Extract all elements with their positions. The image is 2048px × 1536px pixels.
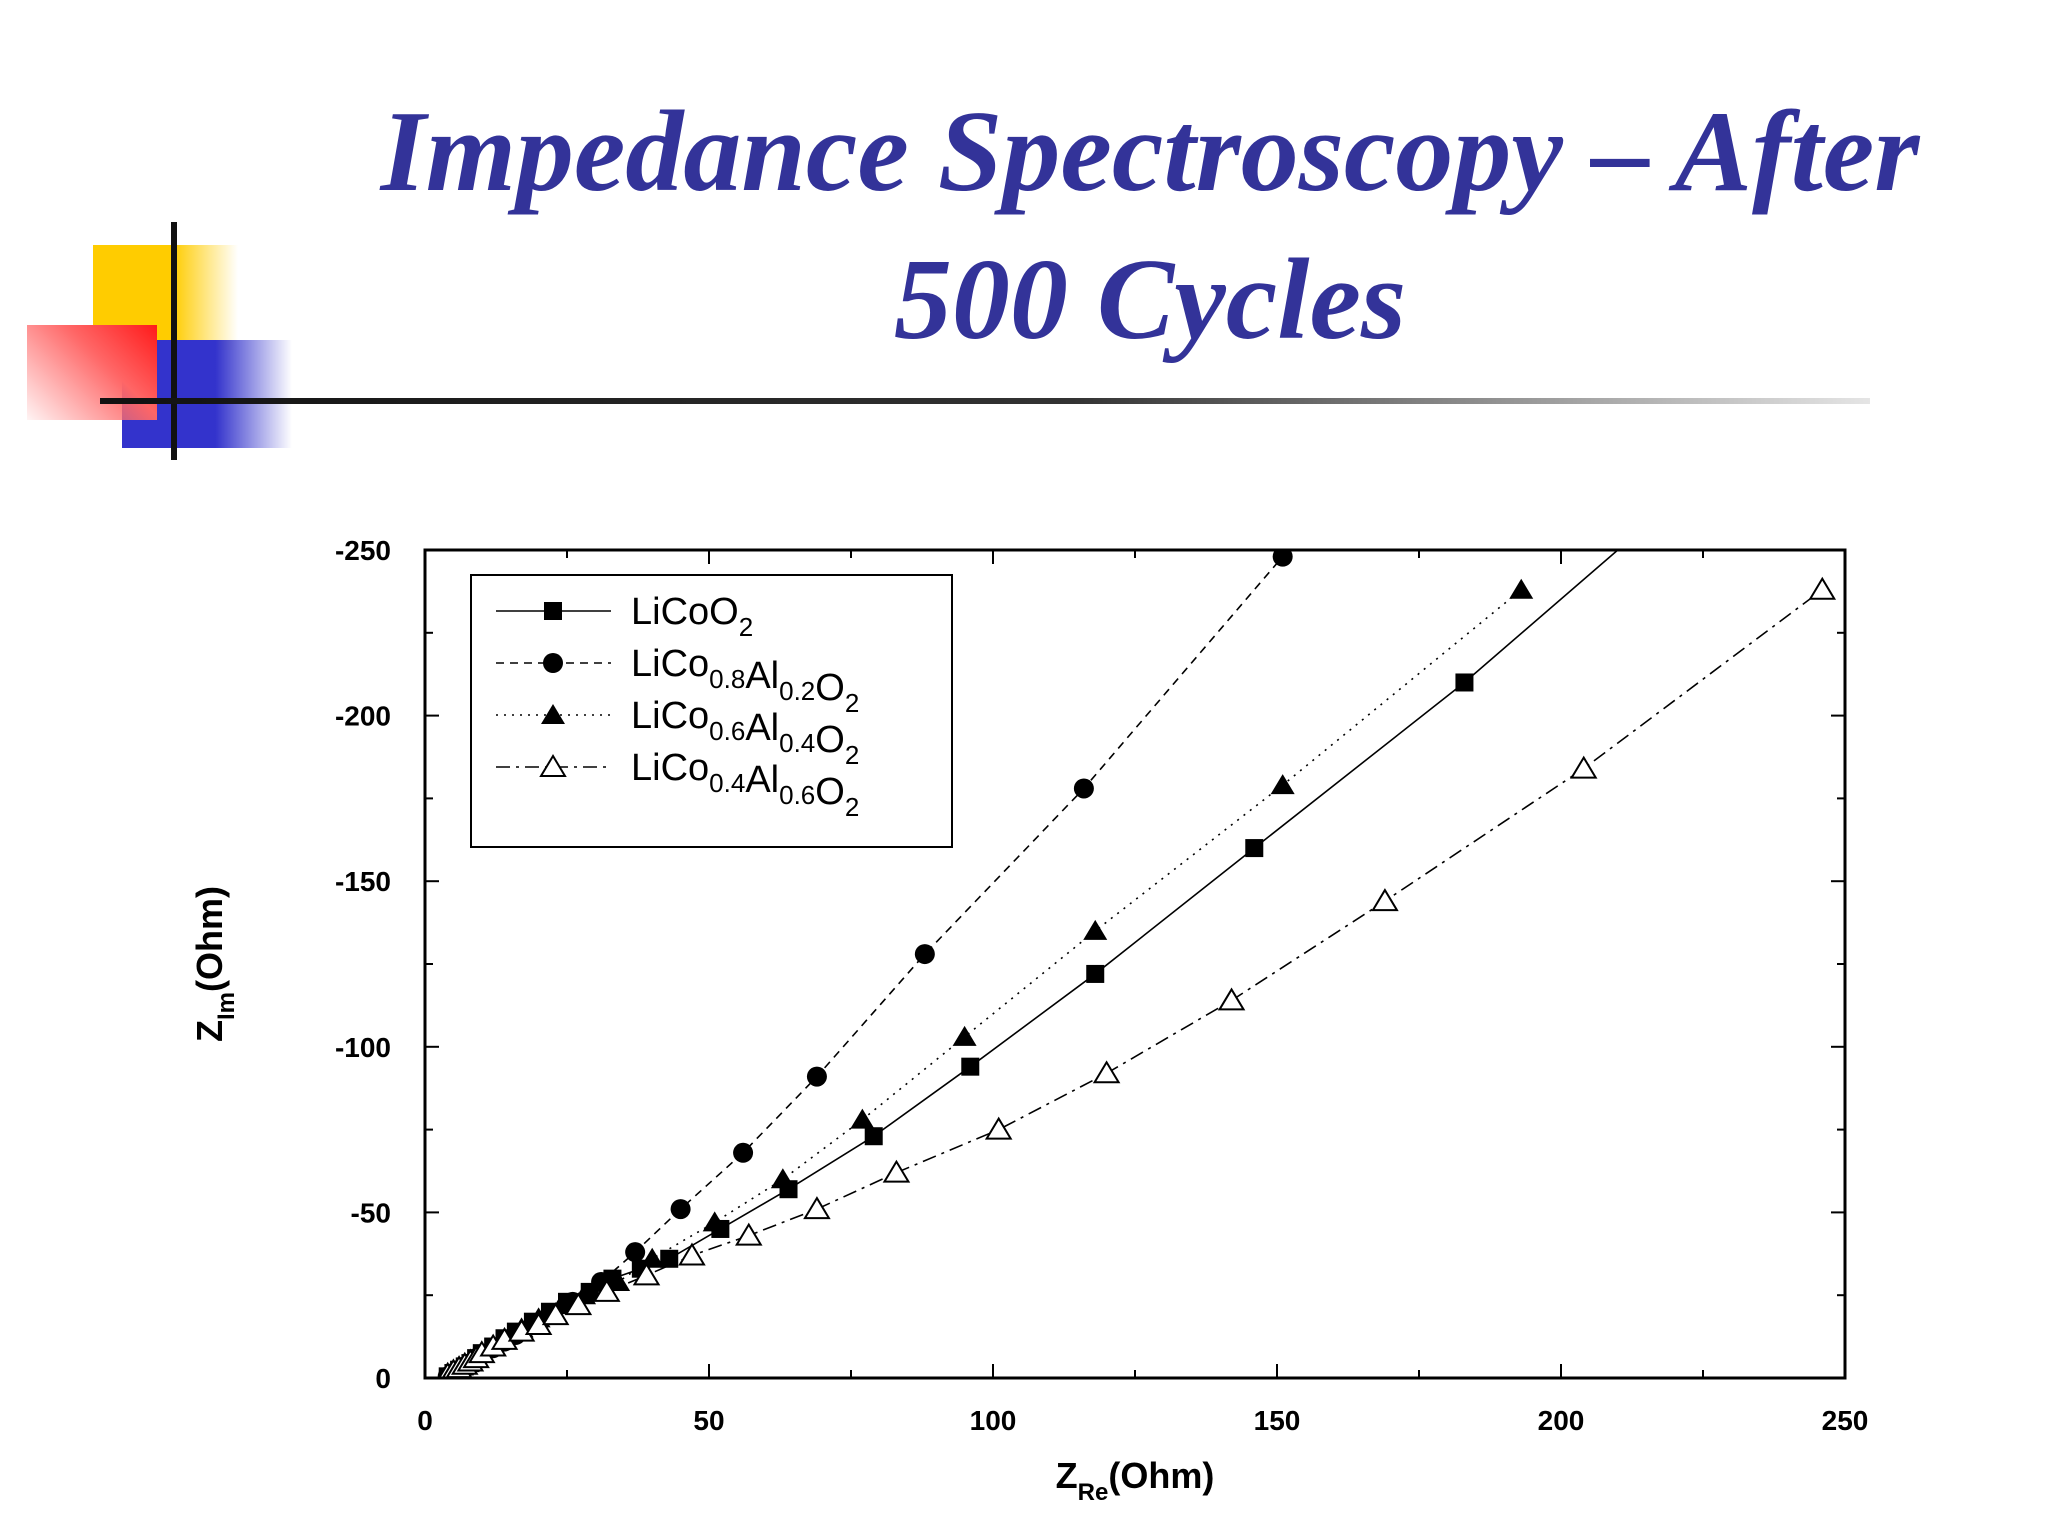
data-point-lico0-8al0-2o2: [733, 1142, 754, 1163]
y-tick-label: -200: [335, 701, 391, 732]
series-lico0-4al0-6o2: [437, 576, 1837, 1378]
legend-marker: [543, 653, 563, 673]
data-point-lico0-4al0-6o2: [1569, 755, 1598, 779]
data-point-lico0-4al0-6o2: [1217, 987, 1246, 1011]
data-point-lico0-4al0-6o2: [803, 1196, 831, 1220]
x-axis-title: ZRe(Ohm): [1056, 1455, 1215, 1506]
y-tick-label: 0: [375, 1363, 391, 1394]
data-point-lico0-4al0-6o2: [1092, 1060, 1121, 1084]
data-point-lico0-6al0-4o2: [850, 1108, 875, 1129]
data-point-lico0-4al0-6o2: [632, 1262, 661, 1286]
y-axis: 0 -50 -100 -150 -200 -250: [335, 535, 1845, 1394]
data-point-lico0-4al0-6o2: [1371, 888, 1399, 912]
slide-title-line1: Impedance Spectroscopy – After: [380, 88, 1920, 216]
legend-label: LiCo0.6Al0.4O2: [631, 695, 859, 770]
legend-item-licoo2: LiCoO2: [496, 591, 753, 642]
data-point-licoo2: [1455, 673, 1474, 692]
data-point-licoo2: [864, 1127, 883, 1146]
data-point-lico0-6al0-4o2: [640, 1247, 665, 1268]
data-point-lico0-4al0-6o2: [541, 1302, 570, 1326]
legend-marker: [539, 754, 567, 777]
legend-label: LiCo0.8Al0.2O2: [631, 643, 859, 718]
y-tick-label: -100: [335, 1032, 391, 1063]
data-point-licoo2: [961, 1057, 980, 1076]
x-tick-label: 200: [1538, 1405, 1585, 1436]
data-point-lico0-8al0-2o2: [1073, 778, 1094, 799]
slide-title: Impedance Spectroscopy – After 500 Cycle…: [280, 78, 2020, 374]
y-tick-label: -150: [335, 866, 391, 897]
data-point-lico0-4al0-6o2: [734, 1222, 763, 1246]
decor-red-square: [27, 325, 157, 420]
legend-marker: [541, 704, 565, 724]
data-point-lico0-6al0-4o2: [1270, 774, 1295, 795]
x-tick-label: 0: [417, 1405, 433, 1436]
legend-item-lico0-6al0-4o2: LiCo0.6Al0.4O2: [496, 695, 859, 770]
data-point-lico0-8al0-2o2: [806, 1066, 827, 1087]
y-title-sub: Im: [213, 992, 240, 1020]
x-axis: 0 50 100 150 200 250: [417, 550, 1868, 1436]
x-title-main: Z: [1056, 1455, 1078, 1496]
data-point-lico0-6al0-4o2: [1083, 919, 1108, 940]
data-point-lico0-8al0-2o2: [625, 1242, 646, 1263]
data-point-lico0-4al0-6o2: [882, 1159, 911, 1183]
x-tick-label: 150: [1254, 1405, 1301, 1436]
y-tick-label: -50: [351, 1197, 391, 1228]
y-title-unit: (Ohm): [189, 886, 230, 992]
legend-marker: [544, 602, 562, 620]
data-point-licoo2: [1086, 964, 1105, 983]
x-title-unit: (Ohm): [1108, 1455, 1214, 1496]
data-point-lico0-8al0-2o2: [670, 1199, 691, 1220]
x-title-sub: Re: [1078, 1479, 1109, 1506]
legend-label: LiCoO2: [631, 591, 753, 642]
data-point-lico0-6al0-4o2: [1509, 578, 1534, 599]
data-point-lico0-4al0-6o2: [1808, 576, 1837, 600]
y-tick-label: -250: [335, 535, 391, 566]
data-point-licoo2: [1245, 839, 1264, 858]
chart-legend: LiCoO2LiCo0.8Al0.2O2LiCo0.6Al0.4O2LiCo0.…: [470, 574, 953, 848]
decor-vertical-rule: [171, 222, 177, 460]
data-point-lico0-8al0-2o2: [914, 944, 935, 965]
data-point-lico0-4al0-6o2: [564, 1292, 593, 1316]
title-underline-rule: [100, 398, 1870, 404]
legend-label: LiCo0.4Al0.6O2: [631, 747, 859, 822]
data-point-lico0-4al0-6o2: [678, 1242, 706, 1266]
legend-item-lico0-8al0-2o2: LiCo0.8Al0.2O2: [496, 643, 859, 718]
data-point-lico0-6al0-4o2: [770, 1168, 795, 1189]
y-title-main: Z: [189, 1020, 230, 1042]
data-point-lico0-4al0-6o2: [984, 1116, 1013, 1140]
data-point-lico0-4al0-6o2: [592, 1278, 621, 1302]
slide-title-line2: 500 Cycles: [893, 236, 1407, 364]
x-tick-label: 250: [1822, 1405, 1869, 1436]
x-tick-label: 50: [693, 1405, 724, 1436]
series-line-lico0-6al0-4o2: [447, 589, 1522, 1376]
data-point-lico0-6al0-4o2: [702, 1211, 727, 1232]
plot-series-layer: [437, 550, 1837, 1378]
x-tick-label: 100: [970, 1405, 1017, 1436]
data-point-lico0-6al0-4o2: [606, 1270, 631, 1291]
data-point-lico0-6al0-4o2: [952, 1025, 977, 1046]
legend-item-lico0-4al0-6o2: LiCo0.4Al0.6O2: [496, 747, 859, 822]
y-axis-title: ZIm(Ohm): [189, 886, 240, 1042]
